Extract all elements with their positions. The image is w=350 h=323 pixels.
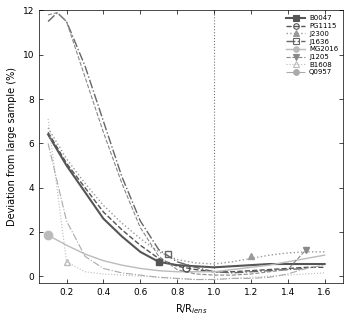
Y-axis label: Deviation from large sample (%): Deviation from large sample (%) (7, 67, 17, 226)
Legend: B0047, PG1115, J2300, J1636, MG2016, J1205, B1608, Q0957: B0047, PG1115, J2300, J1636, MG2016, J12… (285, 14, 339, 77)
X-axis label: R/R$_{lens}$: R/R$_{lens}$ (175, 302, 207, 316)
